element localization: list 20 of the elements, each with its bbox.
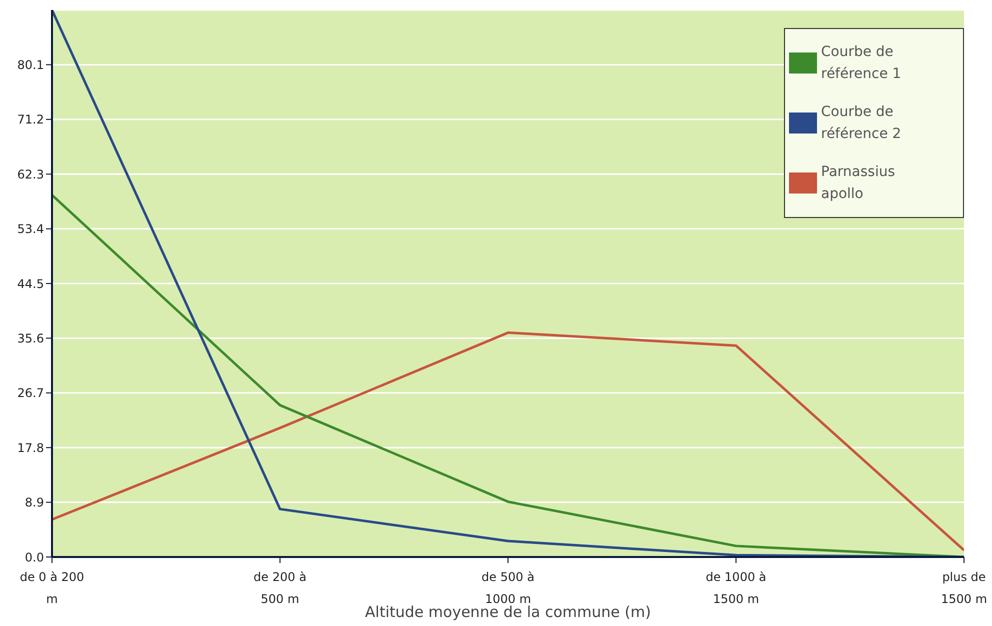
y-tick-label: 53.4 xyxy=(17,222,44,236)
legend-label: Parnassius apollo xyxy=(821,163,896,204)
y-tick-label: 0.0 xyxy=(24,550,44,564)
legend-label: Courbe de référence 1 xyxy=(821,43,902,84)
x-tick-label: de 1000 à 1500 m xyxy=(706,570,766,606)
x-tick-label: plus de 1500 m xyxy=(940,570,988,606)
y-tick-label: 8.9 xyxy=(24,496,44,510)
x-tick-label: de 200 à 500 m xyxy=(254,570,306,606)
y-tick-label: 17.8 xyxy=(17,440,44,455)
x-tick-label: de 0 à 200 m xyxy=(20,570,84,606)
y-tick-label: 35.6 xyxy=(17,331,44,346)
x-axis-title: Altitude moyenne de la commune (m) xyxy=(365,603,651,621)
y-tick-label: 44.5 xyxy=(17,276,44,291)
line-series xyxy=(52,331,964,552)
x-tick-label: de 500 à 1000 m xyxy=(482,570,534,606)
y-tick-label: 71.2 xyxy=(17,112,44,127)
legend-label: Courbe de référence 2 xyxy=(821,103,902,144)
y-tick-label: 62.3 xyxy=(17,167,44,182)
y-tick-label: 80.1 xyxy=(17,58,44,72)
y-tick-label: 26.7 xyxy=(17,386,44,400)
